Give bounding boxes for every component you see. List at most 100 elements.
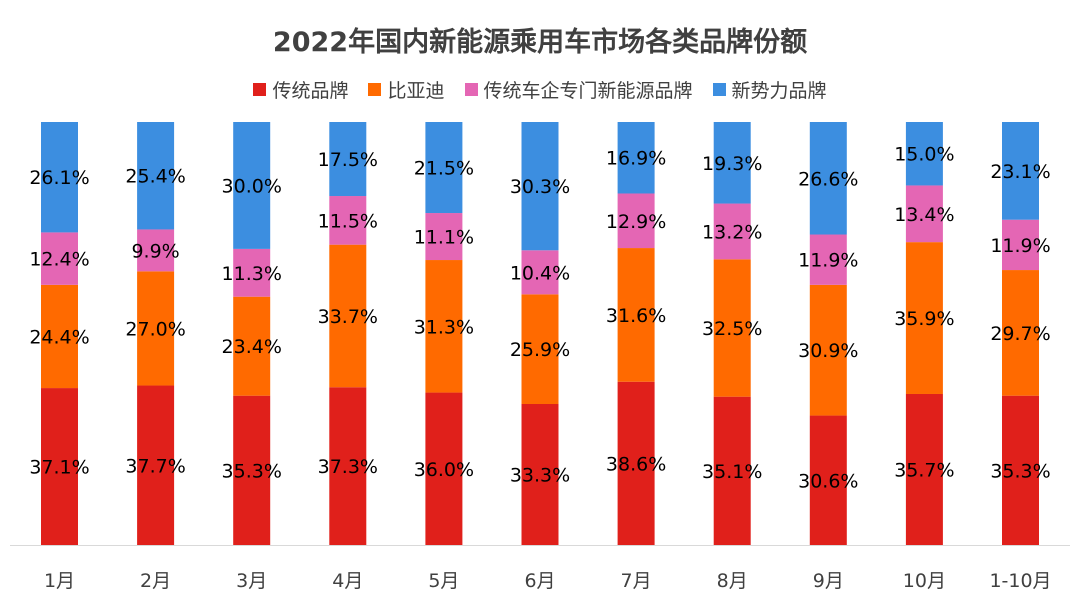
data-label: 23.4% [222, 336, 282, 358]
bar-segment [137, 122, 175, 230]
data-label: 15.0% [894, 144, 954, 166]
bar-segment [1002, 270, 1039, 396]
data-label: 24.4% [29, 326, 89, 348]
bar-segment [905, 393, 943, 545]
legend-swatch [253, 83, 267, 96]
bar-segment [425, 213, 463, 261]
data-label: 17.5% [318, 149, 378, 171]
data-label: 21.5% [414, 158, 474, 180]
x-tick-label: 4月 [332, 570, 363, 592]
data-label: 9.9% [131, 240, 179, 262]
bar-segment [617, 248, 655, 382]
bar-segment [521, 122, 559, 251]
bar-segment [425, 122, 463, 214]
bar-segment [521, 250, 559, 295]
bar-segment [233, 248, 271, 297]
data-label: 23.1% [990, 161, 1050, 183]
data-label: 12.4% [29, 249, 89, 271]
bar-segment [1002, 219, 1039, 271]
bar-segment [329, 196, 367, 245]
bar-segment [137, 385, 175, 545]
data-label: 25.4% [125, 166, 185, 188]
bar-segment [713, 259, 751, 397]
data-label: 29.7% [990, 323, 1050, 345]
data-label: 13.2% [702, 221, 762, 243]
bar-segment [41, 122, 78, 233]
bar-segment [521, 294, 559, 404]
bar-segment [233, 122, 271, 249]
data-label: 10.4% [510, 262, 570, 284]
x-tick-label: 10月 [903, 570, 946, 592]
bar-segment [41, 232, 78, 285]
x-tick-label: 9月 [813, 570, 844, 592]
bar-segment [329, 122, 367, 197]
data-label: 35.9% [894, 308, 954, 330]
data-label: 38.6% [606, 453, 666, 475]
legend-item: 比亚迪 [368, 76, 445, 103]
bar-segment [713, 122, 751, 204]
bar-segment [1002, 122, 1039, 220]
bar-segment [713, 396, 751, 545]
data-label: 35.7% [894, 459, 954, 481]
data-label: 27.0% [125, 318, 185, 340]
data-label: 11.9% [990, 235, 1050, 257]
bar-segment [809, 284, 847, 416]
data-label: 26.6% [798, 168, 858, 190]
data-label: 35.1% [702, 461, 762, 483]
data-label: 12.9% [606, 211, 666, 233]
x-tick-label: 8月 [717, 570, 748, 592]
x-tick-label: 5月 [428, 570, 459, 592]
bar-segment [713, 203, 751, 260]
bar-segment [1002, 395, 1039, 545]
bar-segment [905, 242, 943, 394]
data-label: 35.3% [222, 460, 282, 482]
legend-item: 传统品牌 [253, 76, 348, 103]
data-label: 37.7% [125, 455, 185, 477]
data-label: 33.3% [510, 465, 570, 487]
data-label: 11.5% [318, 210, 378, 232]
data-label: 36.0% [414, 459, 474, 481]
legend-swatch [712, 83, 726, 96]
bar-segment [809, 234, 847, 285]
x-tick-label: 1月 [44, 570, 75, 592]
bar-segment [425, 260, 463, 393]
data-label: 30.3% [510, 176, 570, 198]
bar-segment [905, 185, 943, 243]
data-label: 35.3% [990, 460, 1050, 482]
bar-segment [41, 284, 78, 389]
x-tick-label: 3月 [236, 570, 267, 592]
bar-segment [809, 122, 847, 235]
data-label: 33.7% [318, 306, 378, 328]
bar-segment [137, 229, 175, 272]
data-label: 30.9% [798, 340, 858, 362]
data-label: 32.5% [702, 318, 762, 340]
x-tick-label: 7月 [621, 570, 652, 592]
legend-swatch [368, 83, 382, 96]
bar-segment [233, 296, 271, 396]
legend: 传统品牌 比亚迪 传统车企专门新能源品牌 新势力品牌 [0, 76, 1080, 103]
legend-swatch [464, 83, 478, 96]
bar-segment [617, 122, 655, 194]
legend-item: 新势力品牌 [712, 76, 827, 103]
data-label: 37.3% [318, 456, 378, 478]
data-label: 37.1% [29, 457, 89, 479]
data-label: 11.9% [798, 250, 858, 272]
data-label: 11.1% [414, 227, 474, 249]
bar-segment [905, 122, 943, 186]
data-label: 19.3% [702, 153, 762, 175]
data-label: 11.3% [222, 263, 282, 285]
data-label: 13.4% [894, 204, 954, 226]
chart-title: 2022年国内新能源乘用车市场各类品牌份额 [272, 27, 808, 58]
legend-label: 比亚迪 [387, 80, 445, 102]
bar-segment [425, 392, 463, 545]
bar-segment [617, 193, 655, 249]
legend-label: 新势力品牌 [731, 80, 827, 102]
data-label: 30.0% [222, 175, 282, 197]
legend-label: 传统品牌 [272, 80, 349, 102]
bar-segment [521, 404, 559, 545]
data-label: 26.1% [29, 167, 89, 189]
bar-segment [809, 415, 847, 545]
legend-label: 传统车企专门新能源品牌 [483, 80, 693, 102]
bar-segment [233, 395, 271, 545]
